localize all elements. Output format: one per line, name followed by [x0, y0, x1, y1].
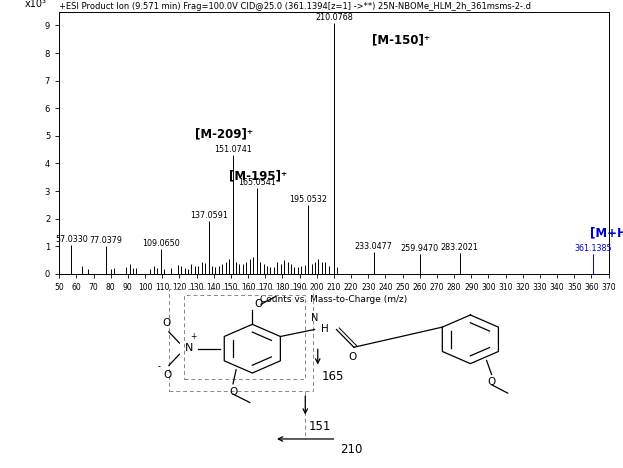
Text: N: N	[184, 343, 193, 353]
Text: O: O	[348, 352, 357, 362]
Text: 283.2021: 283.2021	[440, 243, 478, 252]
Text: O: O	[255, 299, 263, 309]
Text: 259.9470: 259.9470	[401, 244, 439, 253]
Text: 361.1385: 361.1385	[574, 244, 612, 253]
Text: 195.0532: 195.0532	[289, 195, 327, 204]
Text: [M-150]⁺: [M-150]⁺	[372, 33, 430, 46]
Text: +: +	[191, 332, 197, 341]
Text: O: O	[163, 370, 172, 380]
Text: 233.0477: 233.0477	[354, 241, 392, 250]
Text: O: O	[487, 377, 496, 387]
Text: 151.0741: 151.0741	[214, 145, 252, 154]
Text: [M-209]⁺: [M-209]⁺	[195, 127, 253, 140]
Text: 165: 165	[321, 370, 344, 383]
Text: H: H	[321, 323, 328, 334]
Text: [M+H]⁺: [M+H]⁺	[590, 227, 623, 239]
Text: 210.0768: 210.0768	[315, 13, 353, 22]
Text: 57.0330: 57.0330	[55, 235, 88, 244]
Text: O: O	[162, 318, 171, 328]
Text: 137.0591: 137.0591	[190, 211, 227, 220]
Text: x10³: x10³	[25, 0, 47, 9]
Bar	[169, 289, 313, 391]
X-axis label: Counts vs. Mass-to-Charge (m/z): Counts vs. Mass-to-Charge (m/z)	[260, 294, 407, 304]
Text: O: O	[229, 387, 237, 396]
Text: 77.0379: 77.0379	[89, 236, 122, 245]
Text: 165.0541: 165.0541	[238, 178, 275, 187]
Text: N: N	[311, 313, 318, 323]
Text: [M-195]⁺: [M-195]⁺	[229, 170, 288, 183]
Text: 109.0650: 109.0650	[142, 239, 179, 248]
Text: -: -	[158, 362, 160, 371]
Text: 210: 210	[340, 443, 363, 456]
Bar	[184, 295, 305, 379]
Text: +ESI Product Ion (9.571 min) Frag=100.0V CID@25.0 (361.1394[z=1] ->**) 25N-NBOMe: +ESI Product Ion (9.571 min) Frag=100.0V…	[59, 2, 531, 11]
Text: 151: 151	[309, 420, 331, 433]
